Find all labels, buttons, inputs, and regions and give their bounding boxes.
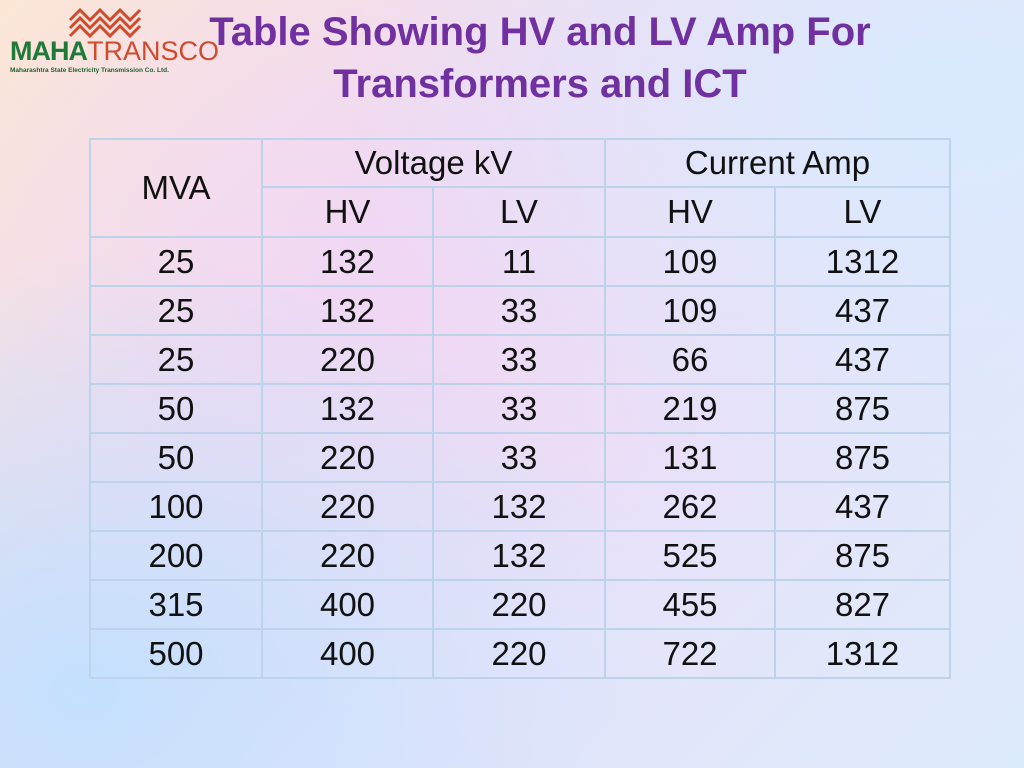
mva-cell: 100 <box>89 481 263 532</box>
voltage-lv-header: LV <box>432 186 606 238</box>
current-lv-cell: 437 <box>774 334 951 385</box>
current-lv-header: LV <box>774 186 951 238</box>
current-lv-cell: 437 <box>774 285 951 336</box>
current-hv-cell: 455 <box>604 579 776 630</box>
mva-cell: 200 <box>89 530 263 581</box>
table-row: 200 220 132 525 875 <box>89 530 951 581</box>
voltage-hv-cell: 400 <box>261 628 434 679</box>
mva-cell: 25 <box>89 236 263 287</box>
current-hv-cell: 525 <box>604 530 776 581</box>
voltage-lv-cell: 11 <box>432 236 606 287</box>
current-lv-cell: 875 <box>774 383 951 434</box>
current-lv-cell: 1312 <box>774 628 951 679</box>
voltage-hv-cell: 400 <box>261 579 434 630</box>
voltage-lv-cell: 220 <box>432 579 606 630</box>
table-row: 25 132 33 109 437 <box>89 285 951 336</box>
mva-cell: 25 <box>89 334 263 385</box>
current-hv-header: HV <box>604 186 776 238</box>
table-row: 100 220 132 262 437 <box>89 481 951 532</box>
table-row: 50 132 33 219 875 <box>89 383 951 434</box>
company-logo: MAHATRANSCO Maharashtra State Electricit… <box>6 6 219 76</box>
title-line-1: Table Showing HV and LV Amp For <box>209 10 871 54</box>
current-header: Current Amp <box>604 138 951 188</box>
voltage-hv-header: HV <box>261 186 434 238</box>
current-hv-cell: 131 <box>604 432 776 483</box>
current-hv-cell: 722 <box>604 628 776 679</box>
current-lv-cell: 875 <box>774 530 951 581</box>
voltage-lv-cell: 33 <box>432 285 606 336</box>
mva-cell: 50 <box>89 383 263 434</box>
transmission-wave-icon <box>68 7 142 39</box>
transformer-current-table: MVA Voltage kV Current Amp HV LV HV LV 2… <box>89 138 951 679</box>
voltage-hv-cell: 220 <box>261 481 434 532</box>
table-row: 50 220 33 131 875 <box>89 432 951 483</box>
current-hv-cell: 219 <box>604 383 776 434</box>
logo-maha: MAHA <box>10 36 88 66</box>
voltage-hv-cell: 220 <box>261 334 434 385</box>
logo-tagline: Maharashtra State Electricity Transmissi… <box>10 67 169 74</box>
logo-transco: TRANSCO <box>87 36 220 66</box>
voltage-hv-cell: 132 <box>261 285 434 336</box>
mva-cell: 25 <box>89 285 263 336</box>
slide-title: Table Showing HV and LV Amp For Transfor… <box>110 6 970 110</box>
voltage-lv-cell: 33 <box>432 334 606 385</box>
current-hv-cell: 109 <box>604 236 776 287</box>
current-lv-cell: 827 <box>774 579 951 630</box>
logo-wordmark: MAHATRANSCO <box>10 38 219 65</box>
voltage-hv-cell: 132 <box>261 383 434 434</box>
current-lv-cell: 1312 <box>774 236 951 287</box>
mva-header: MVA <box>89 138 263 238</box>
current-hv-cell: 262 <box>604 481 776 532</box>
current-hv-cell: 109 <box>604 285 776 336</box>
mva-cell: 500 <box>89 628 263 679</box>
voltage-lv-cell: 220 <box>432 628 606 679</box>
current-hv-cell: 66 <box>604 334 776 385</box>
title-line-2: Transformers and ICT <box>333 62 747 106</box>
mva-cell: 315 <box>89 579 263 630</box>
voltage-hv-cell: 132 <box>261 236 434 287</box>
voltage-hv-cell: 220 <box>261 530 434 581</box>
table-row: 25 220 33 66 437 <box>89 334 951 385</box>
mva-cell: 50 <box>89 432 263 483</box>
voltage-lv-cell: 132 <box>432 530 606 581</box>
voltage-lv-cell: 132 <box>432 481 606 532</box>
voltage-lv-cell: 33 <box>432 432 606 483</box>
table-row: 25 132 11 109 1312 <box>89 236 951 287</box>
current-lv-cell: 437 <box>774 481 951 532</box>
table-row: 500 400 220 722 1312 <box>89 628 951 679</box>
voltage-header: Voltage kV <box>261 138 606 188</box>
table-row: 315 400 220 455 827 <box>89 579 951 630</box>
current-lv-cell: 875 <box>774 432 951 483</box>
voltage-hv-cell: 220 <box>261 432 434 483</box>
voltage-lv-cell: 33 <box>432 383 606 434</box>
